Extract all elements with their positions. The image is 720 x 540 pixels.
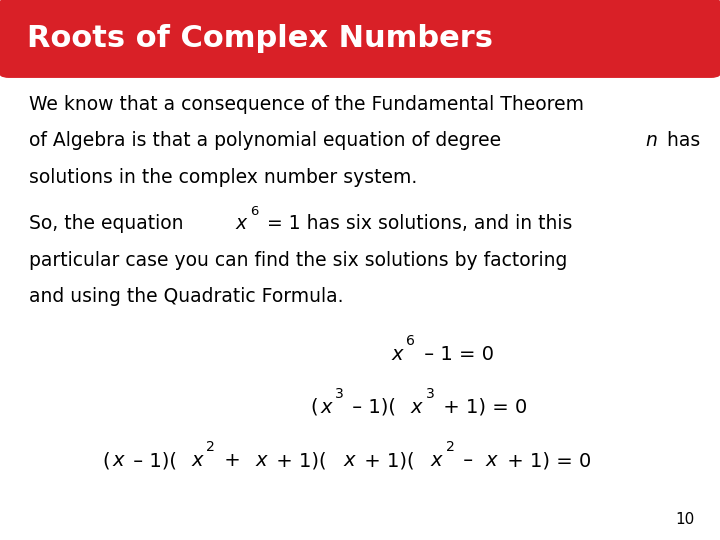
Text: 3: 3 — [335, 387, 344, 401]
Text: 6: 6 — [251, 205, 258, 219]
Text: – 1)(: – 1)( — [127, 451, 177, 470]
Text: x: x — [256, 451, 267, 470]
Text: = 1 has six solutions, and in this: = 1 has six solutions, and in this — [261, 214, 572, 233]
Text: of Algebra is that a polynomial equation of degree: of Algebra is that a polynomial equation… — [29, 131, 507, 150]
Text: x: x — [236, 214, 247, 233]
Text: 2: 2 — [446, 440, 454, 454]
Text: + 1) = 0: + 1) = 0 — [501, 451, 591, 470]
FancyBboxPatch shape — [0, 0, 720, 77]
Text: + 1) = 0: + 1) = 0 — [437, 398, 527, 417]
Text: x: x — [431, 451, 442, 470]
Text: and using the Quadratic Formula.: and using the Quadratic Formula. — [29, 287, 343, 306]
Text: 6: 6 — [406, 334, 415, 348]
Text: x: x — [320, 398, 332, 417]
Text: – 1)(: – 1)( — [346, 398, 396, 417]
Text: + 1)(: + 1)( — [270, 451, 327, 470]
Text: We know that a consequence of the Fundamental Theorem: We know that a consequence of the Fundam… — [29, 94, 584, 113]
Text: particular case you can find the six solutions by factoring: particular case you can find the six sol… — [29, 251, 567, 269]
Text: +: + — [218, 451, 247, 470]
Text: has: has — [661, 131, 706, 150]
Text: + 1)(: + 1)( — [358, 451, 415, 470]
Text: solutions in the complex number system.: solutions in the complex number system. — [29, 168, 417, 187]
Text: 2: 2 — [207, 440, 215, 454]
Text: x: x — [392, 345, 403, 364]
Text: 3: 3 — [426, 387, 434, 401]
Text: –: – — [457, 451, 480, 470]
Text: x: x — [486, 451, 498, 470]
Text: x: x — [192, 451, 203, 470]
Text: – 1 = 0: – 1 = 0 — [418, 345, 494, 364]
Text: x: x — [112, 451, 124, 470]
Text: x: x — [411, 398, 423, 417]
Text: So, the equation: So, the equation — [29, 214, 189, 233]
Text: (: ( — [310, 398, 318, 417]
Text: x: x — [343, 451, 354, 470]
Text: (: ( — [103, 451, 110, 470]
Text: n: n — [646, 131, 657, 150]
Text: Roots of Complex Numbers: Roots of Complex Numbers — [27, 24, 492, 52]
Text: 10: 10 — [675, 511, 695, 526]
